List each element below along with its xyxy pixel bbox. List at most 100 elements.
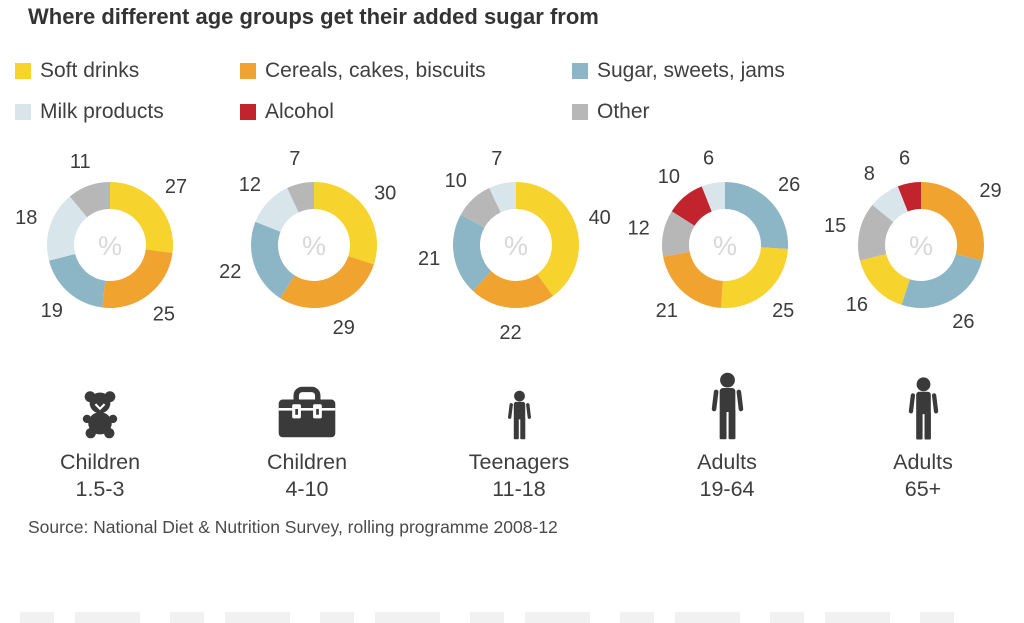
group-label: Teenagers 11-18: [429, 449, 609, 503]
milk-products-swatch-icon: [15, 104, 31, 120]
donut-segment: [472, 271, 554, 309]
percent-center-label: %: [713, 231, 737, 261]
group-label: Adults 19-64: [637, 449, 817, 503]
percent-center-label: %: [909, 231, 933, 261]
group-name: Children: [59, 450, 141, 474]
segment-value-label: 22: [219, 261, 241, 283]
adult-person-icon: [637, 360, 817, 440]
donut-segment: [516, 182, 580, 296]
segment-value-label: 12: [239, 174, 261, 196]
donut-segment: [69, 182, 110, 218]
legend-item-milk-products: Milk products: [15, 100, 164, 124]
segment-value-label: 30: [374, 182, 396, 204]
donut-segment: [489, 182, 516, 213]
donut-segment: [872, 186, 908, 223]
percent-center-label: %: [98, 231, 122, 261]
age-group-column-2: Teenagers 11-18: [429, 360, 609, 503]
age-group-column-0: Children 1.5-3: [10, 360, 190, 503]
soft-drinks-swatch-icon: [15, 63, 31, 79]
other-swatch-icon: [572, 104, 588, 120]
segment-value-label: 16: [846, 294, 868, 316]
segment-value-label: 26: [778, 174, 800, 196]
donut-segment: [859, 253, 910, 305]
donut-segment: [901, 253, 983, 309]
donut-segment: [721, 247, 788, 309]
donut-segment: [662, 211, 695, 257]
group-name: Adults: [697, 450, 757, 474]
chart-title: Where different age groups get their add…: [28, 4, 599, 29]
segment-value-label: 7: [491, 148, 502, 170]
segment-value-label: 18: [15, 207, 37, 229]
group-name: Children: [266, 450, 348, 474]
donut-segment: [452, 214, 492, 291]
donut-segment: [897, 182, 921, 212]
donut-segment: [725, 182, 789, 249]
segment-value-label: 7: [289, 148, 300, 170]
donut-segment: [255, 188, 299, 232]
legend-item-sugar-sweets: Sugar, sweets, jams: [572, 59, 785, 83]
legend-label: Other: [597, 100, 650, 123]
segment-value-label: 12: [627, 218, 649, 240]
percent-center-label: %: [302, 231, 326, 261]
segment-value-label: 26: [952, 311, 974, 333]
legend-item-cereals: Cereals, cakes, biscuits: [240, 59, 486, 83]
group-name: Adults: [893, 450, 953, 474]
group-age-range: 65+: [904, 477, 942, 501]
teen-person-icon: [429, 360, 609, 440]
legend-label: Soft drinks: [40, 59, 140, 82]
group-age-range: 19-64: [699, 477, 755, 501]
segment-value-label: 29: [979, 180, 1001, 202]
group-label: Adults 65+: [833, 449, 1013, 503]
donut-segment: [48, 253, 106, 308]
legend-label: Alcohol: [265, 100, 334, 123]
donut-segment: [287, 182, 314, 213]
cereals-swatch-icon: [240, 63, 256, 79]
group-label: Children 1.5-3: [10, 449, 190, 503]
donut-segment: [250, 221, 295, 299]
donut-segment: [47, 196, 88, 261]
donut-segment: [280, 256, 374, 309]
segment-value-label: 10: [658, 166, 680, 188]
segment-value-label: 21: [656, 300, 678, 322]
donut-segment: [110, 182, 173, 253]
segment-value-label: 21: [418, 248, 440, 270]
senior-person-icon: [833, 360, 1013, 440]
group-label: Children 4-10: [217, 449, 397, 503]
legend-label: Milk products: [40, 100, 164, 123]
group-age-range: 4-10: [285, 477, 329, 501]
segment-value-label: 10: [445, 170, 467, 192]
legend-label: Sugar, sweets, jams: [597, 59, 785, 82]
age-group-column-4: Adults 65+: [833, 360, 1013, 503]
legend-label: Cereals, cakes, biscuits: [265, 59, 486, 82]
donut-segment: [460, 188, 501, 228]
source-note: Source: National Diet & Nutrition Survey…: [28, 517, 558, 537]
donut-segment: [701, 182, 725, 212]
age-group-column-1: Children 4-10: [217, 360, 397, 503]
segment-value-label: 15: [824, 215, 846, 237]
teddy-bear-icon: [10, 360, 190, 440]
group-age-range: 11-18: [492, 477, 546, 501]
lunchbox-icon: [217, 360, 397, 440]
legend-item-soft-drinks: Soft drinks: [15, 59, 139, 83]
segment-value-label: 6: [899, 148, 910, 170]
segment-value-label: 25: [153, 304, 175, 326]
segment-value-label: 29: [333, 317, 355, 339]
alcohol-swatch-icon: [240, 104, 256, 120]
segment-value-label: 22: [499, 322, 521, 344]
segment-value-label: 40: [589, 207, 611, 229]
group-name: Teenagers: [468, 450, 570, 474]
percent-center-label: %: [504, 231, 528, 261]
group-age-range: 1.5-3: [75, 477, 125, 501]
segment-value-label: 8: [864, 163, 875, 185]
segment-value-label: 11: [70, 151, 91, 173]
cutoff-text-fragment: [20, 612, 964, 623]
legend-item-other: Other: [572, 100, 650, 124]
segment-value-label: 25: [772, 300, 794, 322]
donut-segment: [663, 251, 723, 308]
donut-segment: [102, 249, 173, 308]
segment-value-label: 27: [165, 176, 187, 198]
donut-segment: [858, 204, 894, 261]
donut-segment: [921, 182, 984, 261]
